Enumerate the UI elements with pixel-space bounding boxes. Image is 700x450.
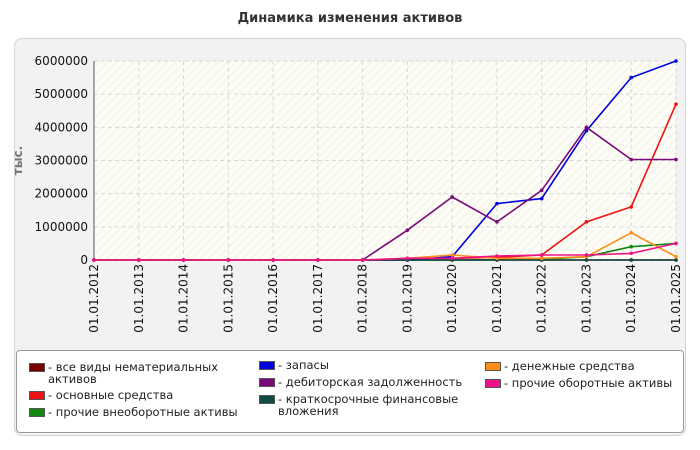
legend-label: - краткосрочные финансовые вложения	[278, 392, 459, 418]
x-tick-label: 01.01.2020	[445, 264, 459, 333]
data-point	[271, 258, 275, 262]
x-tick-label: 01.01.2016	[266, 264, 280, 333]
data-point	[584, 220, 589, 224]
legend-item: - дебиторская задолженность	[259, 376, 479, 388]
legend-swatch	[259, 395, 275, 404]
x-tick-label: 01.01.2023	[579, 264, 593, 333]
data-point	[450, 256, 454, 261]
data-point	[629, 258, 634, 262]
legend-item: - основные средства	[29, 389, 244, 401]
legend-label: - основные средства	[48, 388, 174, 402]
data-point	[584, 253, 589, 257]
data-point	[629, 157, 634, 162]
legend-swatch	[259, 378, 275, 387]
data-point	[584, 258, 589, 262]
data-point	[539, 253, 544, 257]
data-point	[674, 59, 678, 63]
data-point	[136, 258, 141, 262]
data-point	[450, 195, 454, 199]
x-tick-label: 01.01.2013	[132, 264, 146, 333]
y-tick-label: 3000000	[35, 154, 88, 168]
data-point	[629, 251, 634, 256]
data-point	[495, 220, 499, 224]
x-tick-label: 01.01.2025	[669, 264, 683, 333]
data-point	[450, 253, 454, 257]
legend-item: - краткосрочные финансовые вложения	[259, 393, 479, 417]
series-group	[92, 241, 678, 262]
y-tick-label: 0	[80, 253, 88, 267]
legend-swatch	[29, 408, 45, 417]
data-point	[629, 75, 634, 80]
data-point	[495, 201, 499, 206]
data-point	[226, 258, 231, 262]
data-point	[92, 258, 96, 262]
data-point	[539, 256, 544, 261]
legend-swatch	[259, 361, 275, 370]
legend-item: - все виды нематериальных активов	[29, 361, 244, 385]
legend-item: - прочие оборотные активы	[485, 377, 680, 389]
x-tick-label: 01.01.2017	[311, 264, 325, 333]
x-tick-label: 01.01.2019	[400, 264, 414, 333]
y-tick-label: 1000000	[35, 220, 88, 234]
legend-swatch	[29, 363, 45, 372]
legend-item: - запасы	[259, 359, 479, 371]
legend-label: - денежные средства	[504, 359, 635, 373]
x-tick-label: 01.01.2014	[177, 264, 191, 333]
chart-legend: - все виды нематериальных активов - осно…	[16, 350, 684, 433]
legend-item: - денежные средства	[485, 360, 680, 372]
data-point	[181, 258, 186, 262]
x-tick-label: 01.01.2015	[221, 264, 235, 333]
legend-label: - запасы	[278, 358, 329, 372]
data-point	[629, 205, 634, 209]
data-point	[316, 258, 320, 262]
data-point	[629, 244, 634, 249]
data-point	[405, 256, 410, 261]
data-point	[674, 254, 678, 259]
legend-label: - прочие оборотные активы	[504, 376, 673, 390]
legend-swatch	[485, 362, 501, 371]
legend-swatch	[485, 379, 501, 388]
legend-label: - прочие внеоборотные активы	[48, 405, 238, 419]
x-tick-label: 01.01.2012	[87, 264, 101, 333]
legend-item: - прочие внеоборотные активы	[29, 406, 244, 418]
data-point	[495, 254, 499, 258]
y-tick-label: 5000000	[35, 87, 88, 101]
data-point	[674, 157, 678, 162]
data-point	[360, 258, 365, 262]
y-axis-label: тыс.	[11, 146, 25, 175]
x-tick-label: 01.01.2022	[535, 264, 549, 333]
data-point	[674, 241, 678, 246]
data-point	[539, 196, 544, 201]
data-point	[674, 258, 678, 262]
legend-label: - все виды нематериальных активов	[48, 360, 219, 386]
y-tick-label: 2000000	[35, 187, 88, 201]
data-point	[629, 231, 634, 235]
data-point	[584, 125, 589, 130]
x-tick-label: 01.01.2021	[490, 264, 504, 333]
data-point	[405, 228, 410, 232]
legend-label: - дебиторская задолженность	[278, 375, 463, 389]
legend-swatch	[29, 391, 45, 400]
y-tick-label: 6000000	[35, 54, 88, 68]
y-tick-label: 4000000	[35, 120, 88, 134]
data-point	[674, 102, 678, 106]
chart-title: Динамика изменения активов	[237, 11, 463, 26]
x-tick-label: 01.01.2018	[356, 264, 370, 333]
x-tick-label: 01.01.2024	[624, 264, 638, 333]
data-point	[539, 188, 544, 193]
series-line	[94, 242, 677, 261]
